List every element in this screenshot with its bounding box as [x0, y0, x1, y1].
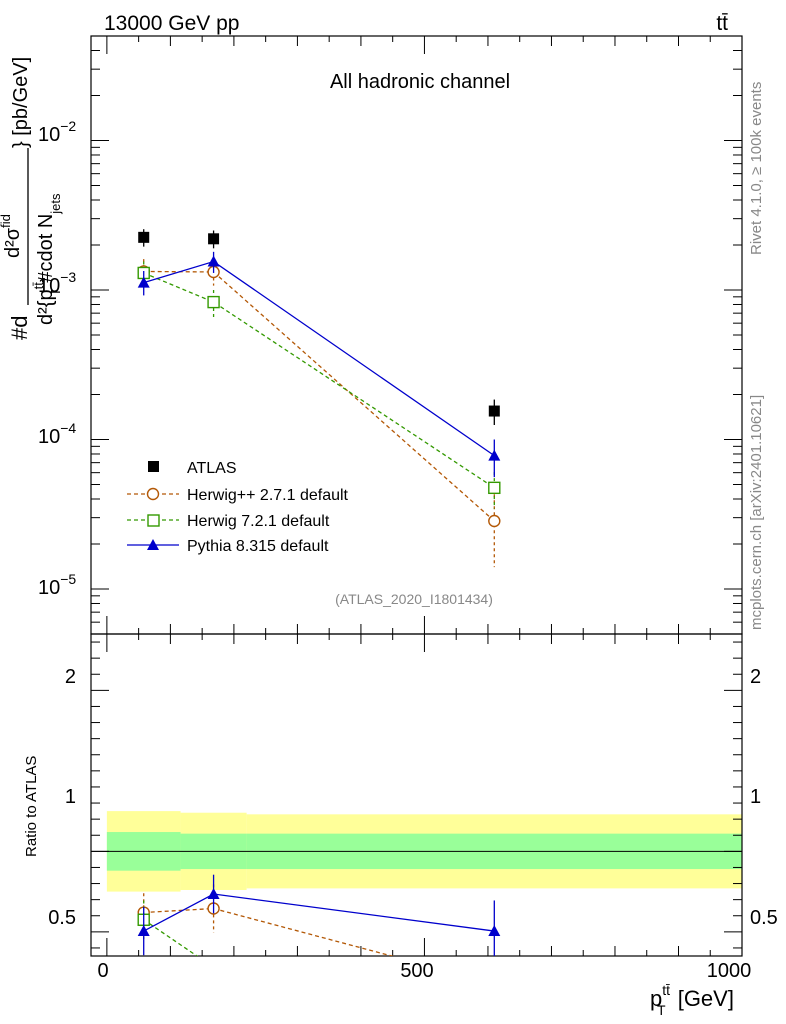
data-point-herwig-2-7-1-default — [488, 514, 501, 528]
ratio-point-pythia-8-315-default — [207, 888, 220, 900]
ratio-xtick-labels: 0 500 1000 — [97, 960, 751, 982]
data-point-herwig-7-2-1-default — [488, 481, 501, 495]
main-ytick-labels: 10−5 10−4 10−3 10−2 — [38, 118, 76, 599]
legend-marker-pythia — [147, 539, 159, 550]
legend-marker-herwig7 — [147, 514, 160, 527]
ratio-ytick-labels: 2 1 0.5 2 1 0.5 — [48, 666, 778, 929]
ylabel-tail: } [pb/GeV] — [10, 57, 32, 148]
series-line-herwig-2-7-1-default — [143, 270, 495, 522]
ratio-ytick-05-left: 0.5 — [48, 907, 76, 929]
ratio-axis-ticks — [91, 634, 743, 956]
header-right: tt̄ — [716, 12, 728, 35]
series-line-pythia-8-315-default — [143, 260, 495, 457]
xtick-label-0: 0 — [97, 960, 108, 982]
data-point-pythia-8-315-default — [207, 255, 220, 267]
mcplots-label: mcplots.cern.ch [arXiv:2401.10621] — [748, 395, 765, 630]
legend: ATLAS Herwig++ 2.7.1 default Herwig 7.2.… — [127, 460, 349, 555]
legend-label-pythia: Pythia 8.315 default — [187, 538, 329, 555]
xlabel: ptt̄ T [GeV] — [650, 982, 734, 1018]
data-point-pythia-8-315-default — [488, 449, 501, 461]
legend-label-herwigpp: Herwig++ 2.7.1 default — [187, 487, 349, 504]
legend-entry-atlas: ATLAS — [148, 460, 237, 477]
data-point-pythia-8-315-default — [137, 276, 150, 288]
ylabel-numerator: d²σfid — [0, 214, 24, 258]
legend-marker-herwigpp — [146, 487, 160, 501]
ratio-ytick-2-left: 2 — [65, 666, 76, 688]
rivet-label: Rivet 4.1.0, ≥ 100k events — [748, 82, 765, 255]
ratio-point-pythia-8-315-default — [137, 925, 150, 937]
ylabel-denominator: d²{ptt̄T #cdot Njets — [31, 193, 63, 325]
chart-title: All hadronic channel — [330, 71, 510, 93]
ratio-ylabel: Ratio to ATLAS — [23, 756, 40, 857]
legend-entry-herwig7: Herwig 7.2.1 default — [127, 513, 330, 530]
main-ylabel: #d d²σfid d²{ptt̄T #cdot Njets } [pb/GeV… — [0, 57, 63, 340]
ytick-label-1e-5: 10−5 — [38, 571, 76, 599]
ratio-point-pythia-8-315-default — [488, 925, 501, 937]
header-left: 13000 GeV pp — [104, 12, 239, 35]
analysis-tag: (ATLAS_2020_I1801434) — [335, 591, 493, 607]
legend-marker-atlas — [148, 461, 159, 472]
ratio-ytick-05-right: 0.5 — [750, 907, 778, 929]
data-point-atlas — [488, 405, 500, 417]
data-point-atlas — [208, 233, 220, 245]
data-point-atlas — [138, 231, 150, 243]
ratio-frame — [90, 633, 743, 957]
xtick-label-500: 500 — [400, 960, 433, 982]
series-line-herwig-7-2-1-default — [143, 272, 495, 489]
ratio-ytick-1-right: 1 — [750, 786, 761, 808]
ytick-label-1e-3: 10−3 — [38, 269, 76, 297]
ratio-plot — [137, 874, 501, 956]
legend-entry-pythia: Pythia 8.315 default — [127, 538, 329, 555]
ytick-label-1e-4: 10−4 — [38, 420, 76, 448]
ratio-line-pythia-8-315-default — [143, 893, 495, 932]
ratio-ytick-2-right: 2 — [750, 666, 761, 688]
legend-entry-herwigpp: Herwig++ 2.7.1 default — [127, 487, 349, 504]
main-plot — [137, 229, 501, 568]
ratio-ytick-1-left: 1 — [65, 786, 76, 808]
legend-label-atlas: ATLAS — [187, 460, 237, 477]
ytick-label-1e-2: 10−2 — [38, 118, 76, 146]
main-axis-ticks — [91, 35, 743, 634]
data-point-herwig-7-2-1-default — [207, 295, 220, 309]
legend-label-herwig7: Herwig 7.2.1 default — [187, 513, 330, 530]
xtick-label-1000: 1000 — [707, 960, 752, 982]
ylabel-prefix: #d — [7, 316, 32, 340]
ratio-line-herwig-7-2-1-default — [143, 919, 199, 956]
ratio-line-herwig-2-7-1-default — [143, 907, 395, 956]
